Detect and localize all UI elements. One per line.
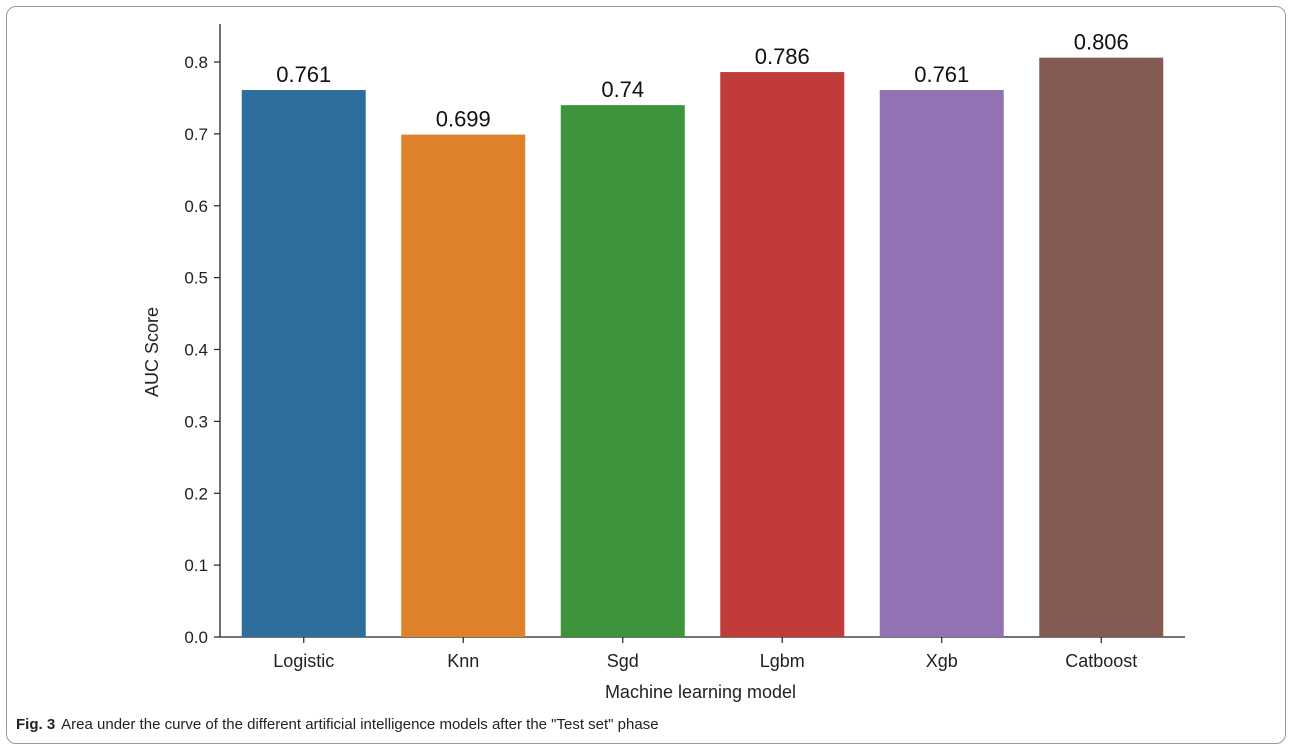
figure-caption: Fig. 3 Area under the curve of the differ… [16,716,659,733]
caption-label: Fig. 3 [16,716,56,733]
bar-lgbm [720,72,845,637]
y-tick-label: 0.7 [184,125,208,144]
bar-value-label: 0.806 [1074,30,1129,55]
bar-value-label: 0.786 [755,44,810,69]
x-tick-label: Xgb [926,651,958,671]
x-axis-title: Machine learning model [605,682,796,702]
bar-knn [401,134,526,637]
y-tick-label: 0.2 [184,484,208,503]
bar-catboost [1039,57,1164,637]
bar-sgd [560,105,685,637]
x-tick-label: Knn [447,651,479,671]
bar-value-label: 0.74 [601,77,644,102]
bar-xgb [879,90,1004,637]
y-tick-label: 0.3 [184,412,208,431]
bar-logistic [241,90,366,637]
y-tick-label: 0.0 [184,628,208,647]
x-tick-label: Sgd [607,651,639,671]
bar-value-label: 0.761 [276,62,331,87]
y-tick-label: 0.5 [184,269,208,288]
x-tick-label: Catboost [1065,651,1137,671]
x-tick-label: Lgbm [760,651,805,671]
y-tick-label: 0.4 [184,341,208,360]
y-tick-label: 0.1 [184,556,208,575]
y-tick-label: 0.8 [184,53,208,72]
y-tick-label: 0.6 [184,197,208,216]
bar-value-label: 0.699 [436,107,491,132]
x-tick-label: Logistic [273,651,334,671]
bar-value-label: 0.761 [914,62,969,87]
caption-text: Area under the curve of the different ar… [61,716,659,733]
y-axis-title: AUC Score [142,307,162,397]
